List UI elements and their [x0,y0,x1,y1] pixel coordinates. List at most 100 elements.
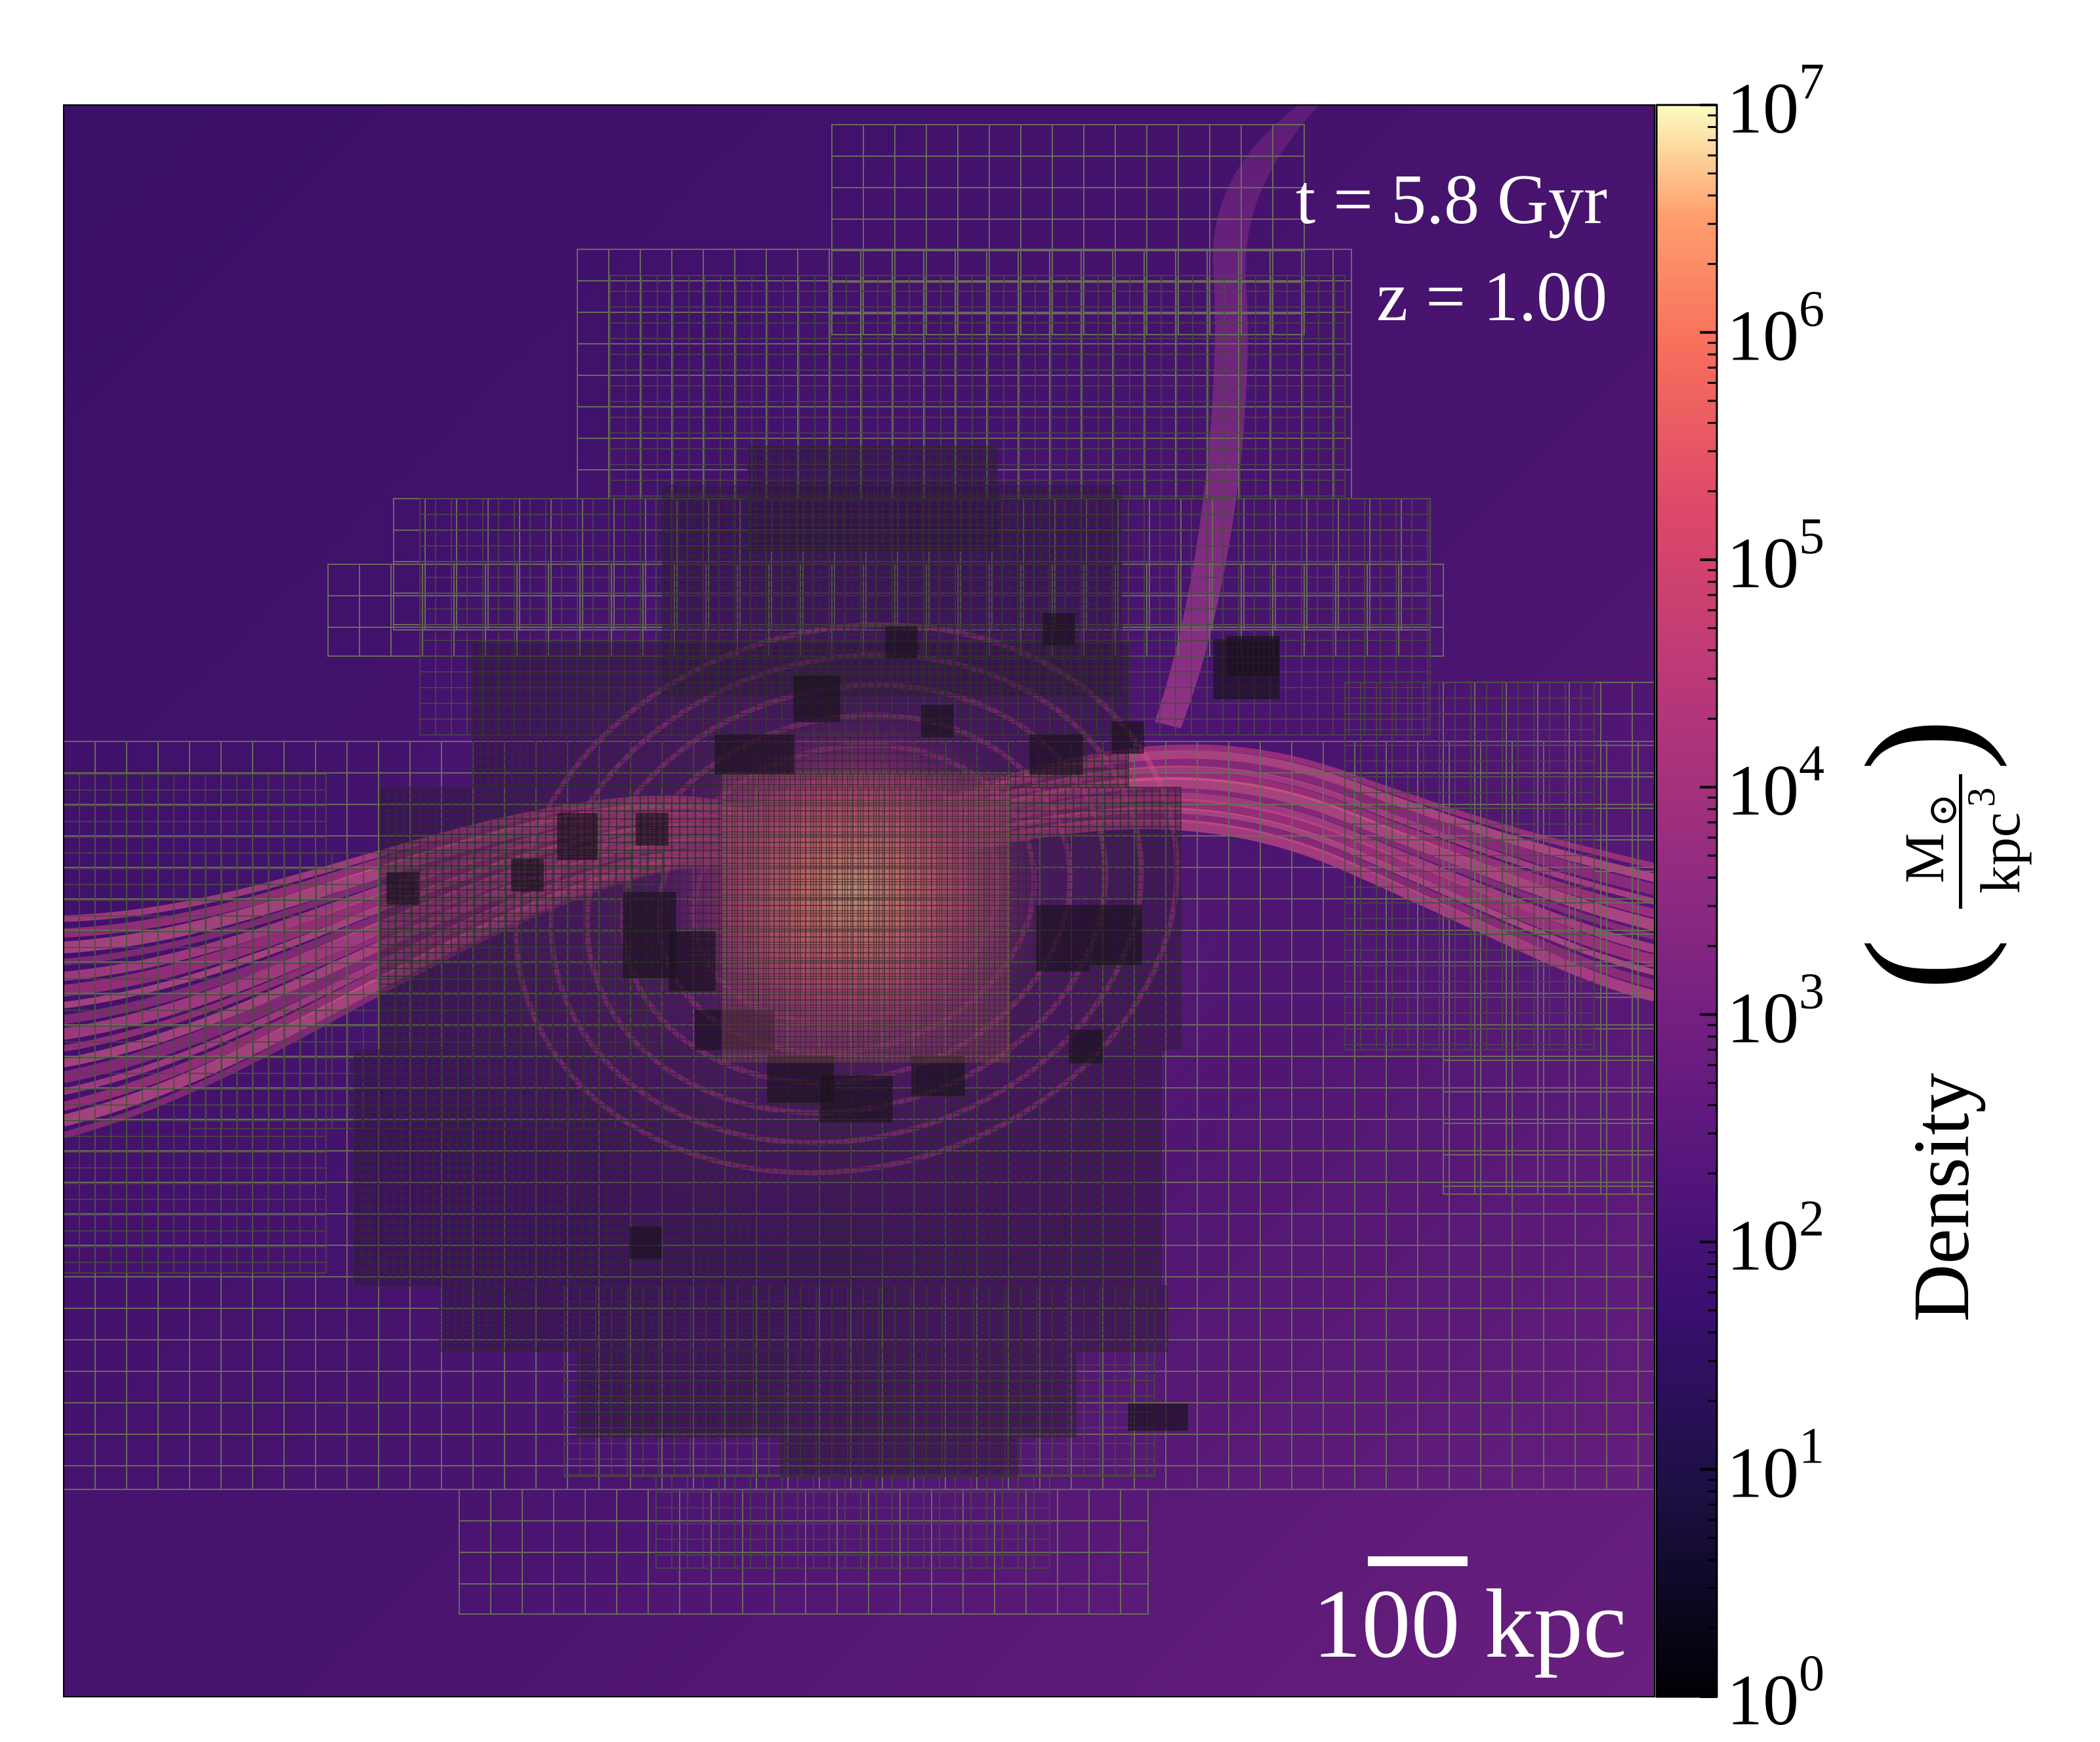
amr-grid-core-outline [721,774,1011,1064]
amr-grid-fine-lines [577,1352,1076,1437]
scale-bar-label: 100 kpc [1312,1569,1626,1678]
amr-grid-coarse-outline [831,124,1305,335]
colorbar-tick-label: 107 [1727,52,1824,148]
amr-grid-finest [885,626,918,659]
amr-grid-fine-outline [662,485,1122,696]
amr-grid-finest-lines [1030,735,1082,774]
amr-grid-fine-lines [440,1286,1168,1352]
amr-grid-medium-outline [1344,682,1595,1050]
colorbar-tick-label: 104 [1727,735,1824,831]
unit-close-paren: ) [1833,718,2007,771]
amr-grid-finest [911,1056,965,1096]
amr-grid-coarse-lines [459,1489,1148,1614]
amr-grid-finest [386,872,419,905]
amr-grid-medium-lines [1345,682,1594,1050]
unit-fraction-bar [1959,774,1962,909]
amr-grid-fine [662,485,1122,696]
amr-grid-finest-outline [669,931,716,991]
unit-denominator: kpc [1969,812,2032,894]
amr-grid-fine-lines [354,1050,1161,1286]
amr-grid-finest-outline [1128,1403,1188,1431]
amr-grid-core-lines [722,774,1010,1063]
colorbar-title: Density [1897,1073,1986,1322]
amr-grid-finest-lines [912,1056,964,1096]
amr-grid-medium-lines [190,853,663,1129]
colorbar-tick-label: 105 [1727,507,1824,603]
amr-grid-medium-lines [656,1476,1050,1568]
unit-numerator: M [1893,833,1956,883]
amr-grid-finest [1128,1403,1188,1431]
amr-grid-finest [921,705,954,737]
amr-grid-finest-lines [794,676,840,722]
amr-grid-finest-outline [557,813,598,860]
amr-grid-finest-lines [1089,905,1142,964]
amr-grid-finest [1111,721,1144,754]
amr-grid-finest-outline [819,1075,893,1123]
amr-grid-fine-shade [663,486,1122,695]
colorbar-tick-label: 102 [1727,1190,1824,1285]
amr-grid-finest [669,931,716,991]
amr-grid-finest [1226,636,1280,676]
amr-grid-core-shade [722,774,1010,1063]
density-slice-image [64,105,1655,1697]
amr-grid-finest-lines [636,814,668,845]
amr-grid-coarse-lines [832,125,1304,335]
amr-grid-finest-shade [794,676,840,722]
amr-grid-finest [511,859,544,892]
redshift-label: z = 1.00 [1376,258,1607,336]
amr-grid-finest-lines [630,1227,661,1258]
amr-grid-finest-shade [820,1076,892,1122]
colorbar-ticks: 100 101 102 103 104 105 106 107 [1700,52,1824,1740]
amr-grid-medium-lines [64,774,326,1273]
amr-grid-medium [64,774,327,1274]
amr-grid-finest-lines [512,860,543,891]
amr-grid-fine-shade [440,1286,1168,1352]
amr-grid-finest-outline [793,675,840,722]
amr-grid-fine-outline [747,446,998,552]
amr-grid-finest-shade [715,735,794,774]
amr-grid-finest-shade [558,814,597,860]
amr-grid-finest-shade [669,932,715,991]
gas-plume [1155,105,1319,728]
amr-grid-fine-lines [663,486,1122,695]
scale-bar [1368,1556,1468,1566]
amr-grid-finest-lines [387,873,419,904]
amr-grid-finest [557,813,598,860]
amr-grid-finest-lines [1043,613,1075,645]
amr-grid-finest [636,813,669,846]
amr-grid-finest-shade [695,1010,774,1050]
amr-grid-finest [819,1075,893,1123]
colorbar-label: Density ( M ⊙ kpc 3 ) [1833,718,2032,1322]
amr-grid-finest-outline [1069,1029,1103,1064]
amr-grid-finest-lines [1227,636,1279,676]
amr-grid-finest [1042,613,1075,646]
amr-grid-fine-shade [577,1352,1076,1437]
amr-grid-finest-lines [669,932,715,991]
amr-grid-medium-lines [420,499,1430,735]
amr-grid-fine [780,1436,1018,1477]
unit-denominator-exponent: 3 [1960,787,2003,807]
amr-grid-finest-lines [558,814,597,860]
amr-grid-coarse [459,1489,1149,1615]
time-label: t = 5.8 Gyr [1296,161,1607,239]
amr-grid-coarse-lines [328,564,1443,656]
amr-grid-coarse-lines [577,249,1351,499]
gas-swirl-ring [513,622,1180,1176]
amr-grid-medium [1344,682,1595,1050]
amr-grid-finest-lines [820,1076,892,1122]
amr-grid-finest-lines [1037,905,1089,971]
colorbar-tick-label: 100 [1727,1644,1824,1740]
colorbar-tick-label: 103 [1727,962,1824,1058]
amr-grid-core [721,774,1011,1064]
amr-grid-fine-shade [748,446,997,551]
amr-grid-finest [629,1226,662,1259]
amr-grid-finest-lines [1112,722,1143,753]
amr-grid-finest-shade [1128,1404,1187,1430]
amr-grid-finest-lines [1128,1404,1187,1430]
amr-grid-medium-outline [64,774,327,1274]
amr-grid-coarse [831,124,1305,335]
image-frame [63,104,1655,1697]
amr-grid-mesh [64,124,1655,1615]
amr-grid-finest [793,675,840,722]
